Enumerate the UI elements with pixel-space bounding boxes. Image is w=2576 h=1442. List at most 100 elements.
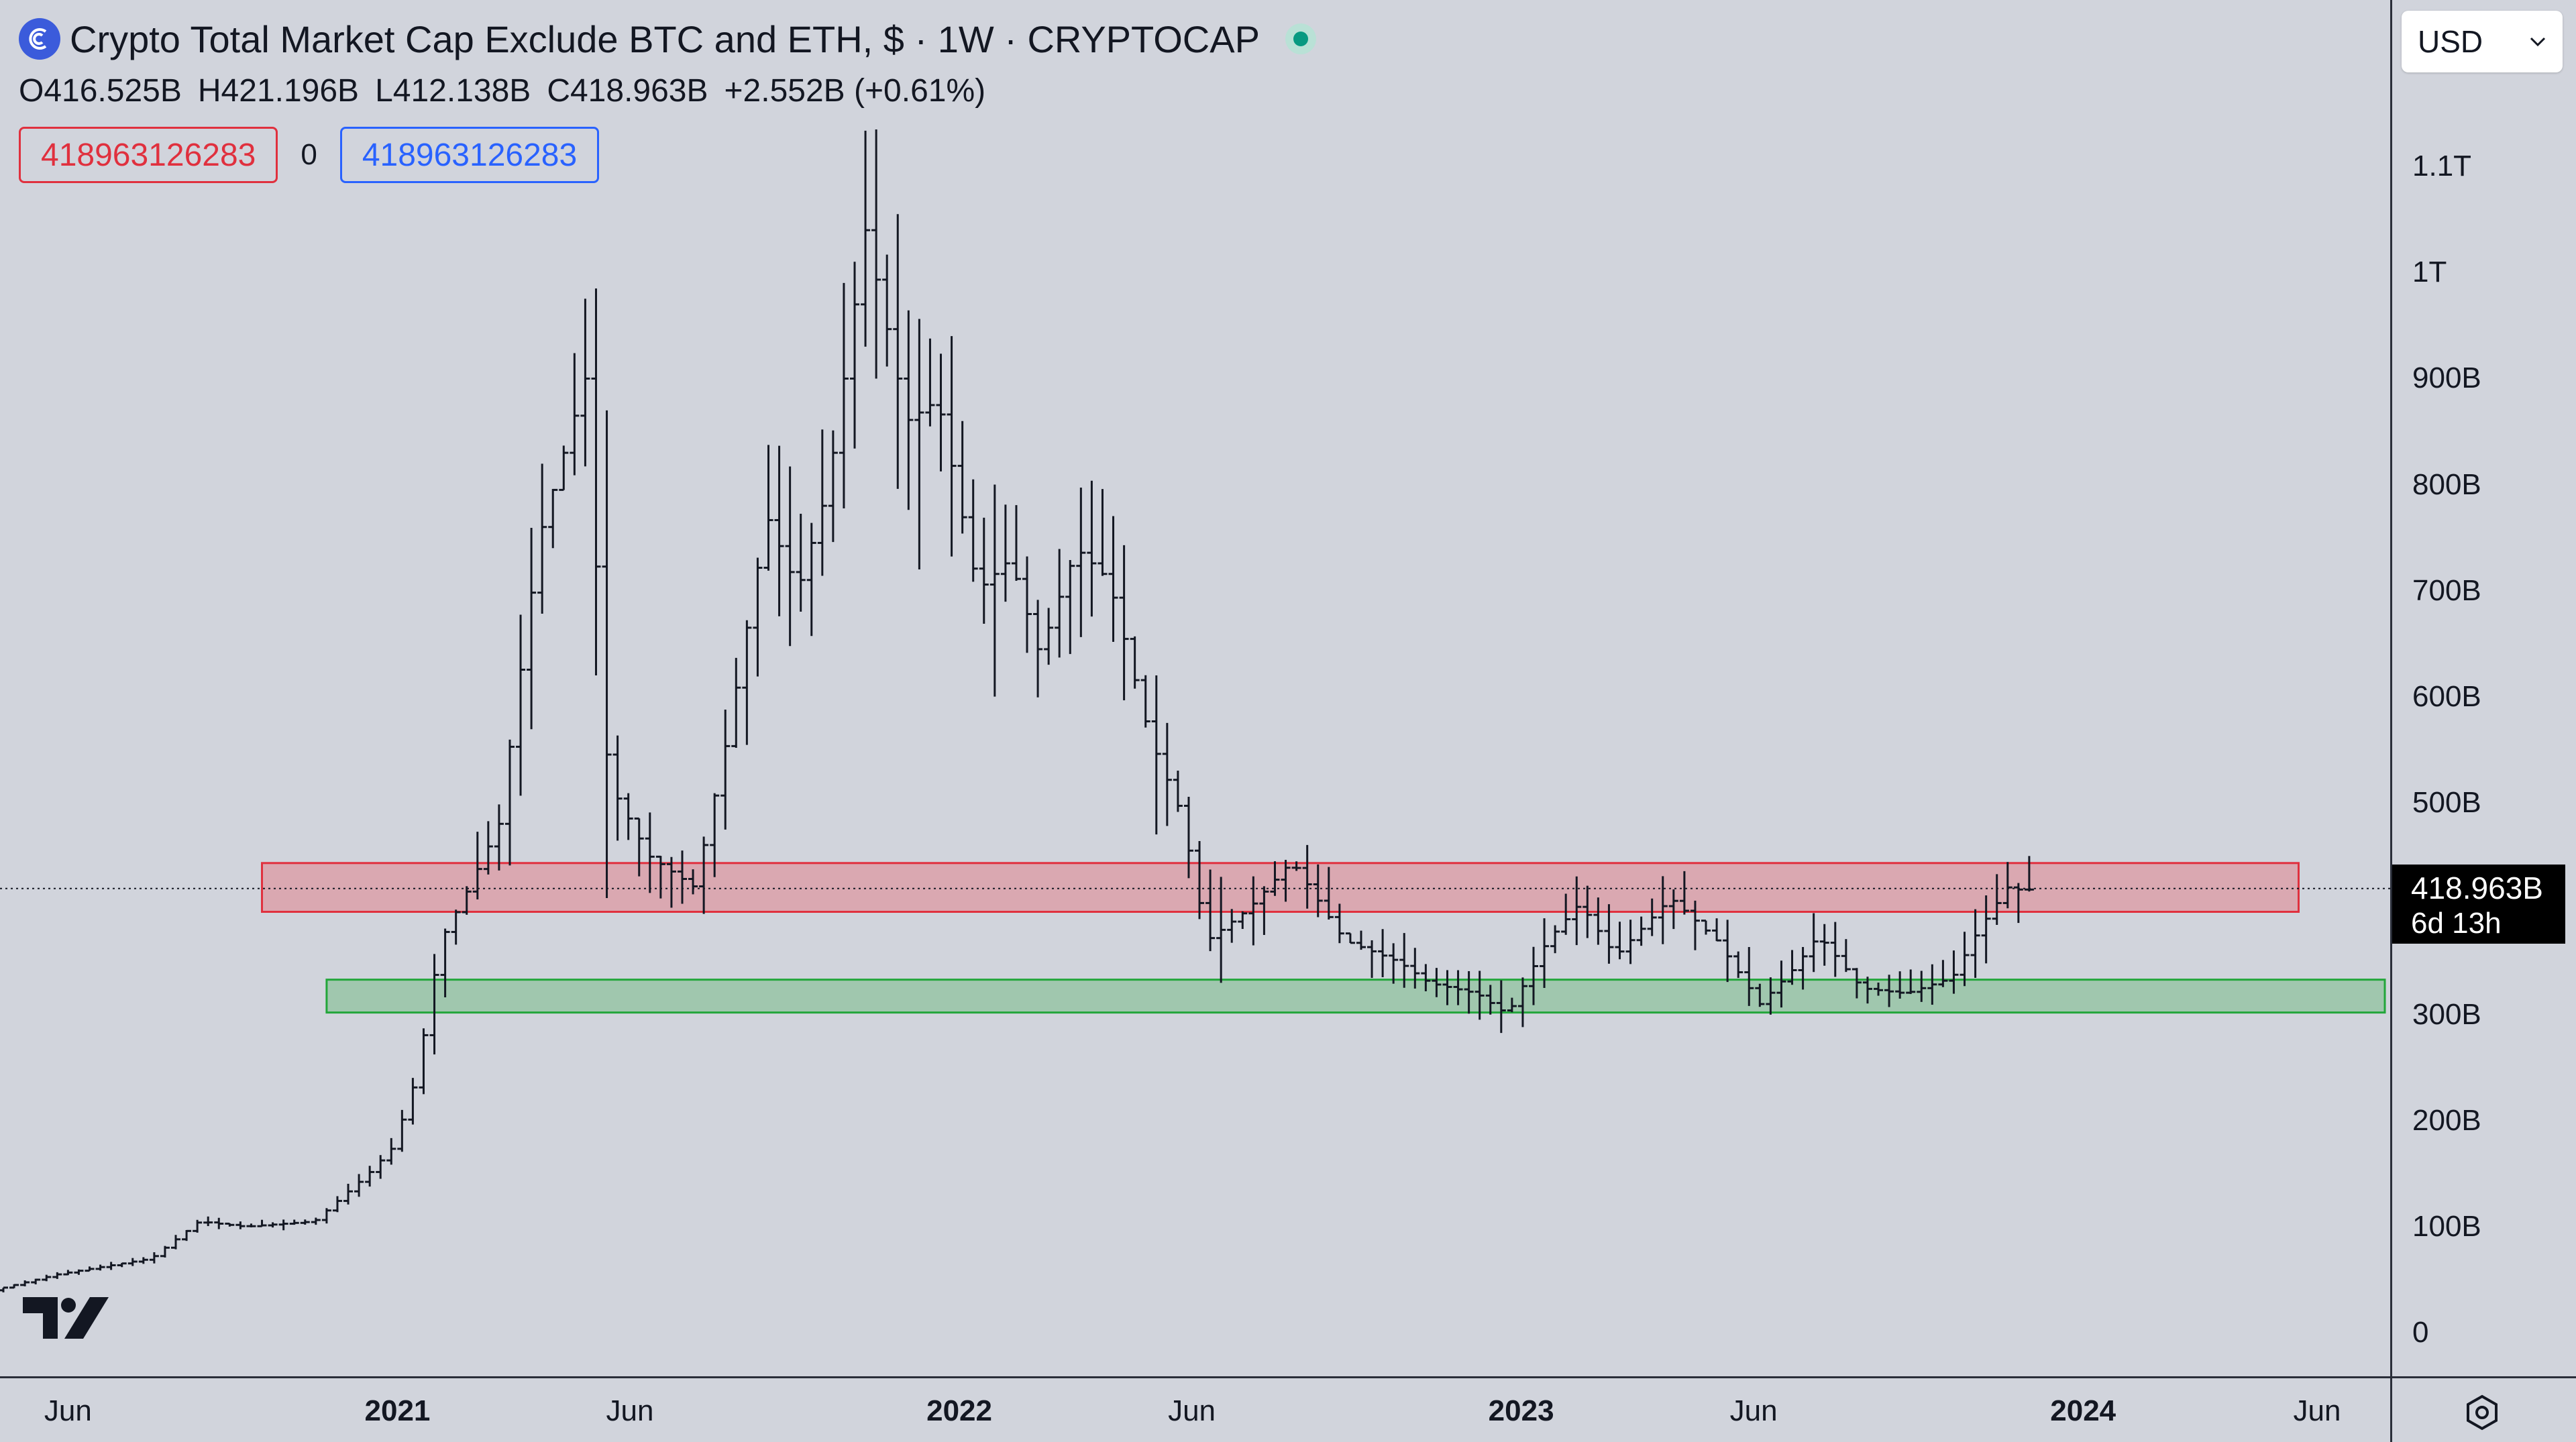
price-tick-label: 0 xyxy=(2412,1316,2429,1349)
ohlc-bar xyxy=(1960,932,1970,987)
buy-price-button[interactable]: 418963126283 xyxy=(339,127,600,183)
ohlc-bar xyxy=(1679,871,1689,915)
ohlc-bar xyxy=(688,869,698,895)
ohlc-bar xyxy=(300,1219,310,1225)
ohlc-bar xyxy=(63,1270,73,1276)
price-tick-label: 600B xyxy=(2412,679,2481,713)
ohlc-bar xyxy=(936,353,946,472)
ohlc-bar xyxy=(1183,796,1193,879)
ohlc-bar xyxy=(1097,489,1108,576)
bar-countdown: 6d 13h xyxy=(2411,907,2502,940)
change-value: +2.552B (+0.61%) xyxy=(724,73,986,109)
ohlc-bar xyxy=(1399,933,1409,988)
ohlc-bar xyxy=(419,1028,429,1095)
price-tick-label: 200B xyxy=(2412,1103,2481,1137)
price-scale[interactable]: 1.1T 1T 900B 800B 700B 600B 500B 300B 200B 100B 0 xyxy=(2390,0,2576,1376)
ohlc-bar xyxy=(559,445,569,491)
sell-price-button[interactable]: 418963126283 xyxy=(19,127,278,183)
ohlc-bar xyxy=(1291,861,1301,871)
ohlc-bar xyxy=(850,262,860,449)
ohlc-bar xyxy=(979,517,989,624)
ohlc-bar xyxy=(1238,911,1248,930)
time-scale[interactable]: Jun 2021 Jun 2022 Jun 2023 Jun 2024 Jun xyxy=(0,1376,2390,1442)
ohlc-bar xyxy=(343,1183,354,1205)
currency-value: USD xyxy=(2418,24,2483,59)
ohlc-bar xyxy=(1787,950,1797,985)
symbol-title[interactable]: Crypto Total Market Cap Exclude BTC and … xyxy=(70,17,1260,60)
close-value: C418.963B xyxy=(547,73,708,109)
tradingview-logo[interactable] xyxy=(23,1294,111,1346)
ohlc-bar xyxy=(1755,983,1765,1007)
ohlc-bar xyxy=(1658,876,1668,944)
ohlc-bar xyxy=(893,214,903,489)
ohlc-bar xyxy=(2013,883,2023,924)
ohlc-bar xyxy=(483,821,493,875)
ohlc-bar xyxy=(666,856,676,908)
ohlc-bar xyxy=(591,288,601,676)
ohlc-bar xyxy=(1205,869,1216,952)
ohlc-bar xyxy=(1744,947,1754,1006)
ohlc-bar xyxy=(311,1217,321,1225)
ohlc-bar xyxy=(1690,900,1700,950)
ohlc-bar xyxy=(1324,867,1334,920)
ohlc-bar xyxy=(321,1208,331,1224)
ohlc-bar xyxy=(1992,874,2002,925)
ohlc-bar xyxy=(1572,876,1582,946)
ohlc-bar xyxy=(1906,969,1916,995)
ohlc-bar xyxy=(817,429,827,576)
price-tick-label: 1.1T xyxy=(2412,150,2472,183)
ohlc-bar xyxy=(634,817,644,877)
ohlc-bar xyxy=(1604,904,1614,964)
ohlc-bar xyxy=(1949,950,1959,994)
ohlc-bar xyxy=(1474,970,1485,1020)
ohlc-bar xyxy=(1367,940,1377,979)
ohlc-bar xyxy=(1076,488,1086,637)
ohlc-bar xyxy=(1938,960,1948,987)
ohlc-bar xyxy=(1044,608,1054,665)
ohlc-bar xyxy=(332,1196,342,1213)
ohlc-bar xyxy=(537,463,547,614)
ohlc-bar xyxy=(74,1269,84,1275)
ohlc-bar xyxy=(494,804,504,871)
ohlc-bar xyxy=(774,445,784,616)
market-status-icon[interactable] xyxy=(1285,23,1316,54)
price-tick-label: 700B xyxy=(2412,573,2481,607)
ohlc-bar xyxy=(731,657,741,748)
ohlc-bar xyxy=(1874,983,1884,996)
support-zone[interactable] xyxy=(325,979,2386,1014)
ohlc-bar xyxy=(1151,675,1161,835)
ohlc-bar xyxy=(861,130,871,347)
ohlc-bar xyxy=(1108,516,1118,643)
ohlc-bar xyxy=(1647,898,1657,936)
ohlc-bar xyxy=(677,850,687,904)
ohlc-chart[interactable] xyxy=(0,0,2390,1376)
ohlc-bar xyxy=(516,614,526,796)
ohlc-bar xyxy=(612,735,623,841)
resistance-zone[interactable] xyxy=(261,862,2300,913)
currency-select[interactable]: USD xyxy=(2402,11,2563,72)
ohlc-bar xyxy=(1464,970,1474,1014)
ohlc-bar xyxy=(203,1216,213,1227)
time-tick-label: Jun xyxy=(1168,1394,1216,1427)
ohlc-bar xyxy=(1981,895,1991,964)
ohlc-bar xyxy=(989,484,1000,697)
ohlc-bar xyxy=(138,1257,148,1264)
ohlc-bar xyxy=(1087,480,1097,617)
ohlc-bar xyxy=(42,1274,52,1282)
plot-area[interactable] xyxy=(0,0,2390,1376)
time-tick-label: 2022 xyxy=(926,1394,992,1427)
ohlc-bar xyxy=(763,445,773,571)
ohlc-bar xyxy=(354,1174,364,1197)
ohlc-bar xyxy=(408,1078,418,1125)
settings-gear-icon[interactable] xyxy=(2463,1394,2501,1435)
ohlc-bar xyxy=(193,1219,203,1233)
ohlc-bar xyxy=(1582,885,1593,938)
ohlc-values: O416.525B H421.196B L412.138B C418.963B … xyxy=(19,72,1316,109)
ohlc-bar xyxy=(52,1272,62,1279)
ohlc-bar xyxy=(225,1222,235,1227)
ohlc-bar xyxy=(1593,897,1603,945)
time-tick-label: Jun xyxy=(606,1394,654,1427)
time-tick-label: 2021 xyxy=(364,1394,431,1427)
ohlc-bar xyxy=(548,488,558,549)
ohlc-bar xyxy=(1302,844,1312,909)
